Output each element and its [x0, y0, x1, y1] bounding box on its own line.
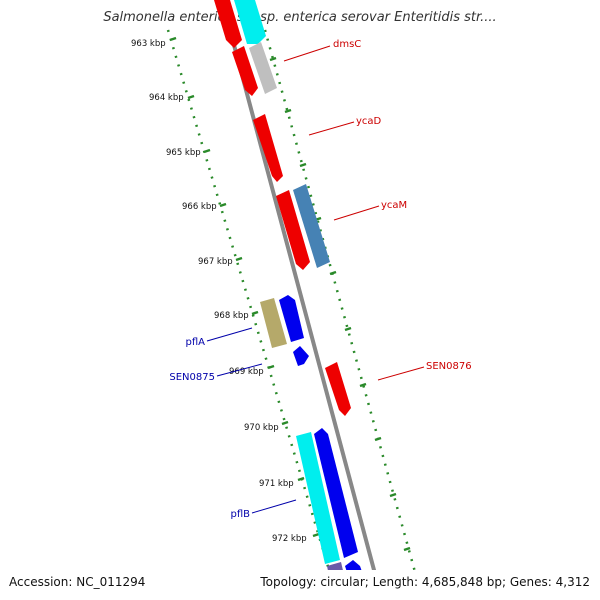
gene-label-pflA[interactable]: pflA	[186, 337, 206, 348]
sequence-backbone	[220, 0, 377, 570]
gene-feature[interactable]	[234, 0, 266, 44]
gene-label-SEN0876[interactable]: SEN0876	[426, 361, 472, 372]
ruler-tick-marks	[169, 36, 411, 552]
gene-label-ycaD[interactable]: ycaD	[356, 116, 382, 127]
tick-label-966: 966 kbp	[182, 202, 217, 212]
gene-feature-pflA[interactable]	[260, 298, 287, 348]
tick-label-965: 965 kbp	[166, 148, 201, 158]
gene-feature[interactable]	[314, 428, 358, 558]
accession-text: Accession: NC_011294	[9, 575, 146, 589]
tick-label-970: 970 kbp	[244, 423, 279, 433]
tick-label-971: 971 kbp	[259, 479, 294, 489]
label-leaders	[206, 45, 425, 514]
genome-stats-text: Topology: circular; Length: 4,685,848 bp…	[260, 575, 590, 589]
tick-label-967: 967 kbp	[198, 257, 233, 267]
tick-label-972: 972 kbp	[272, 534, 307, 544]
gene-feature[interactable]	[214, 0, 242, 48]
tick-label-963: 963 kbp	[131, 39, 166, 49]
gene-feature-SEN0875[interactable]	[293, 346, 309, 366]
tick-label-964: 964 kbp	[149, 93, 184, 103]
tick-label-969: 969 kbp	[229, 367, 264, 377]
ruler-labels: 963 kbp 964 kbp 965 kbp 966 kbp 967 kbp …	[131, 39, 307, 544]
gene-label-ycaM[interactable]: ycaM	[381, 200, 407, 211]
gene-feature-ycaM[interactable]	[293, 184, 330, 268]
gene-feature[interactable]	[232, 46, 258, 96]
gene-feature[interactable]	[327, 562, 350, 600]
gene-label-dmsC[interactable]: dmsC	[333, 39, 361, 50]
gene-feature-pflB[interactable]	[296, 432, 340, 564]
gene-label-SEN0875[interactable]: SEN0875	[169, 372, 215, 383]
gene-feature[interactable]	[276, 190, 310, 270]
outer-dotted-track	[166, 29, 331, 570]
gene-feature[interactable]	[345, 560, 372, 600]
gene-feature[interactable]	[279, 295, 304, 342]
gene-feature-ycaD[interactable]	[253, 114, 283, 182]
tick-label-968: 968 kbp	[214, 311, 249, 321]
gene-feature-SEN0876[interactable]	[325, 362, 351, 416]
gene-label-pflB[interactable]: pflB	[230, 509, 250, 520]
genome-title: Salmonella enterica subsp. enterica sero…	[103, 10, 497, 25]
gene-feature-dmsC[interactable]	[249, 42, 277, 94]
